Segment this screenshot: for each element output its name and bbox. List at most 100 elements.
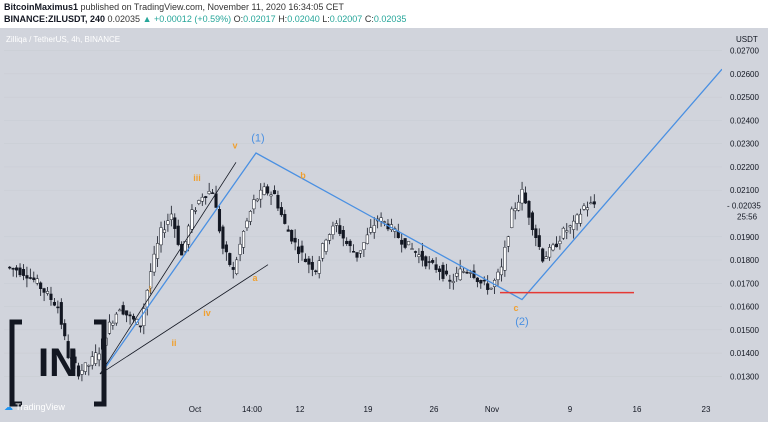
candle-body [66,341,70,359]
candle-body [582,205,586,210]
candle-body [190,209,194,230]
candle-body [193,210,197,212]
candle-body [111,322,115,326]
candle-body [400,239,404,245]
candle-body [462,271,466,273]
candle-body [217,209,222,232]
wave-label-orange: v [232,140,237,150]
beincrypto-logo: IN [8,318,108,408]
candle-body [327,234,332,241]
candle-body [11,268,15,270]
candle-body [352,251,356,253]
candle-body [87,365,91,367]
wave-label-orange: iii [193,173,201,183]
time-tick: 12 [296,405,305,414]
candle-body [558,240,562,244]
candle-body [221,226,225,249]
author-name[interactable]: BitcoinMaximus1 [4,2,79,12]
tradingview-logo[interactable]: ☁ TradingView [4,402,65,413]
candle-body [565,230,569,233]
current-price: 0.02035 [107,14,141,24]
price-tick: 0.02400 [730,116,759,125]
candle-body [448,279,452,282]
candle-body [338,225,342,234]
candle-body [228,253,232,265]
candle-body [21,269,26,276]
price-tick: 0.01400 [730,349,759,358]
price-tick: 0.01300 [730,372,759,381]
symbol-label: BINANCE:ZILUSDT, 240 [4,14,106,24]
time-tick: 16 [633,405,642,414]
price-axis[interactable]: USDT 0.02700 0.02600 0.02500 0.02400 0.02300 0… [722,28,768,422]
wave-label-blue: (1) [251,132,264,144]
candle-body [131,315,136,320]
candle-body [176,225,180,245]
candle-body [56,306,60,309]
candle-body [517,201,521,211]
candle-body [355,252,359,258]
candle-body [534,228,538,238]
candle-body [578,213,583,224]
candle-body [554,243,559,248]
price-tick: 0.02300 [730,140,759,149]
high-value: 0.02040 [287,14,320,24]
candle-body [63,323,67,337]
candle-body [166,220,170,225]
currency-label: USDT [736,35,758,44]
wave-label-blue: (2) [515,316,528,328]
candle-body [331,225,335,235]
price-tick: 0.02700 [730,47,759,56]
candle-body [441,264,445,279]
candle-body [73,356,77,364]
candle-body [45,291,50,294]
channel-upper [99,162,237,375]
candle-body [544,256,548,259]
candle-body [15,267,19,271]
candle-body [149,271,153,289]
candle-body [290,229,294,242]
candle-body [410,248,414,250]
candle-body [537,235,541,247]
wave-label-orange: iv [203,308,211,318]
candle-body [437,268,442,272]
candle-body [97,353,101,361]
candle-body [28,277,32,279]
chart-area[interactable]: Zilliqa / TetherUS, 4h, BINANCE USDT 0.02… [0,28,768,422]
candle-body [417,254,421,257]
candle-body [231,267,235,270]
low-value: 0.02007 [329,14,363,24]
candle-body [479,279,483,284]
price-tick: 0.02600 [730,70,759,79]
candle-body [434,264,438,270]
candle-body [8,266,12,269]
candle-body [121,305,125,315]
candle-body [286,229,290,232]
candle-body [142,308,146,326]
candle-body [585,207,589,211]
time-axis[interactable]: Oct 14:00 12 19 26 Nov 9 16 23 [189,405,711,414]
candle-body [317,260,321,274]
candle-body [444,270,448,275]
candle-body [18,267,22,276]
candle-body [248,211,252,222]
candle-body [362,242,366,250]
candle-body [42,288,46,293]
candle-body [173,217,177,229]
wave-label-orange: b [300,171,306,181]
price-chart[interactable]: Zilliqa / TetherUS, 4h, BINANCE USDT 0.02… [0,28,768,422]
candle-body [541,248,545,262]
candle-body [523,192,528,204]
candle-body [197,200,201,204]
symbol-info: BINANCE:ZILUSDT, 240 0.02035 ▲ +0.00012 … [4,14,406,24]
time-tick: 9 [568,405,573,414]
candle-body [420,250,424,261]
price-tick: 0.01900 [730,233,759,242]
candle-body [548,247,552,258]
candle-body [272,190,277,195]
wave-lines [99,68,723,375]
open-value: 0.02017 [243,14,276,24]
candle-body [561,227,565,239]
candle-body [114,313,118,324]
candle-body [266,186,270,194]
